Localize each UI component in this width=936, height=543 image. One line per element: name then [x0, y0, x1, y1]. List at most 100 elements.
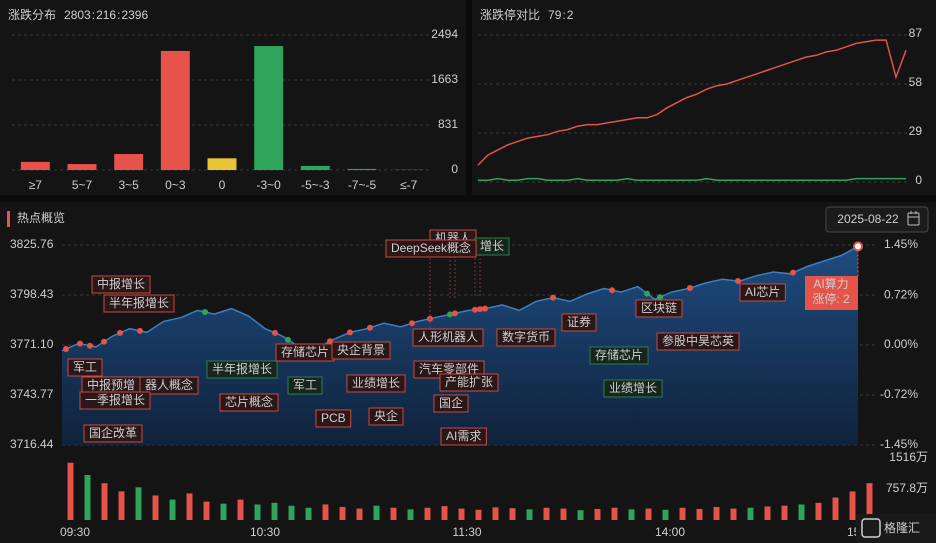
bar [135, 487, 142, 520]
annotation-box [439, 373, 499, 392]
bar [322, 504, 329, 520]
summary-count: 79 [548, 8, 562, 22]
event-dot [452, 310, 458, 317]
annotation-label: 中报增长 [97, 276, 145, 291]
event-dot [687, 285, 693, 292]
annotation-box [331, 341, 391, 360]
bar [118, 491, 125, 520]
bar [237, 499, 244, 520]
bar [730, 508, 737, 520]
y2-tick-label: -0.72% [880, 387, 918, 401]
bar [475, 509, 482, 520]
watermark: 格隆汇 [884, 520, 920, 535]
series-line [478, 177, 906, 182]
annotation-box [67, 358, 103, 377]
annotation-label: 证券 [567, 314, 591, 329]
bar [300, 165, 330, 170]
bar [67, 164, 97, 170]
separator: : [92, 8, 95, 22]
tooltip-text: 涨停: 2 [812, 291, 850, 306]
index-line [61, 245, 859, 352]
annotation-label: DeepSeek概念 [391, 240, 471, 255]
bar [832, 497, 839, 520]
y-tick-label: 29 [909, 124, 923, 138]
bar [713, 506, 720, 520]
x-tick-label: 10:30 [250, 525, 280, 539]
y2-tick-label: 0.72% [884, 288, 918, 302]
bar [781, 505, 788, 520]
x-tick-label: 14:00 [655, 525, 685, 539]
annotation-box [91, 275, 151, 294]
summary-count: 2 [567, 8, 574, 22]
annotation-label: 芯片概念 [225, 394, 273, 409]
y2-tick-label: 0.00% [884, 337, 918, 351]
event-dot [550, 294, 556, 301]
bar [67, 462, 74, 520]
x-tick-label: -5~-3 [301, 178, 330, 192]
bar [696, 508, 703, 520]
bar [220, 503, 227, 520]
tooltip-box [805, 276, 858, 310]
panel-title: 涨跌停对比 [480, 7, 540, 22]
annotation-label: 数字货币 [502, 329, 550, 344]
bar [509, 508, 516, 520]
date-label[interactable]: 2025-08-22 [837, 212, 899, 226]
annotation-label: 产能扩张 [445, 375, 493, 389]
annotation-label: AI芯片 [745, 285, 780, 299]
bar [186, 493, 193, 520]
date-picker[interactable] [825, 206, 929, 233]
bar [628, 509, 635, 520]
y-tick-label: 3771.10 [10, 337, 54, 351]
annotation-box [603, 379, 663, 398]
event-dot [735, 277, 741, 284]
bar [254, 504, 261, 520]
x-tick-label: ≤-7 [400, 178, 418, 192]
calendar-icon [907, 211, 920, 226]
bar [203, 501, 210, 520]
annotation-label: 汽车零部件 [419, 361, 479, 376]
annotation-box [561, 313, 597, 332]
bar [560, 508, 567, 520]
x-tick-label: 5~7 [72, 178, 93, 192]
annotation-label: 半年报增长 [212, 361, 272, 376]
section-marker [7, 211, 10, 227]
annotation-label: 中报预增 [87, 377, 135, 392]
annotation-label: 存储芯片 [281, 344, 329, 359]
tooltip-dot [853, 241, 863, 252]
event-dot [101, 338, 107, 345]
bar [347, 168, 377, 170]
annotation-label: 央企 [374, 408, 398, 423]
x-tick-label: 11:30 [452, 525, 481, 539]
event-dot [367, 324, 373, 331]
event-dot [272, 329, 278, 336]
separator: : [117, 8, 120, 22]
x-tick-label: 09:30 [60, 525, 90, 539]
bar [611, 507, 618, 520]
annotation-label: 军工 [293, 378, 317, 392]
event-dot [482, 305, 488, 312]
y-tick-label: 1663 [431, 72, 458, 86]
panel [472, 0, 936, 195]
bar [526, 509, 533, 520]
annotation-label: 军工 [73, 360, 97, 374]
annotation-box [739, 283, 786, 302]
y-tick-label: 1516万 [889, 450, 928, 464]
annotation-box [412, 328, 484, 347]
bar [764, 506, 771, 520]
event-dot [347, 329, 353, 336]
bar [679, 507, 686, 520]
event-dot [472, 306, 478, 313]
annotation-label: 业绩增长 [609, 381, 657, 395]
event-dot [790, 269, 796, 276]
bar [662, 509, 669, 520]
event-dot [117, 329, 123, 336]
annotation-box [219, 393, 279, 412]
bar [101, 483, 108, 520]
bar [866, 483, 873, 520]
annotation-label: PCB [321, 411, 346, 425]
y2-tick-label: 1.45% [884, 237, 918, 251]
bar [543, 507, 550, 520]
bar [114, 154, 144, 170]
